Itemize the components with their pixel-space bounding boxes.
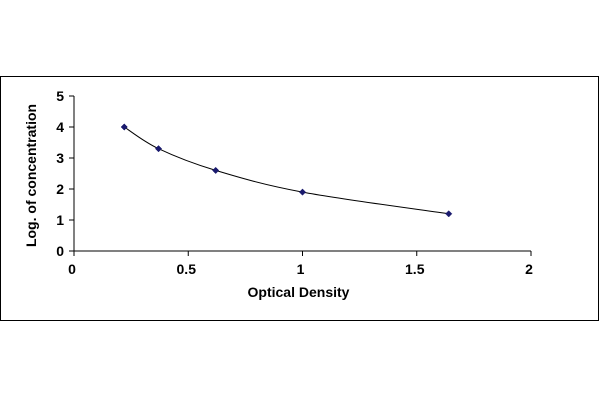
y-tick-label: 0 [56,243,64,259]
data-point [298,188,307,196]
fit-curve [124,126,449,215]
y-tick-label: 5 [56,88,64,104]
data-point [212,166,220,174]
y-tick-label: 4 [56,119,64,135]
y-axis-ticks: 0 1 2 3 4 5 [56,88,74,259]
x-tick-label: 0.5 [177,261,197,277]
y-tick-label: 2 [56,181,64,197]
data-point [445,210,453,218]
x-axis-ticks: 0 0.5 1 1.5 2 [68,251,533,277]
x-tick-label: 0 [68,261,76,277]
x-tick-label: 1.5 [405,261,425,277]
chart-frame [0,76,599,321]
x-tick-label: 1 [297,261,305,277]
data-point [154,145,163,153]
y-tick-label: 3 [56,150,64,166]
y-axis-title: Log. of concentration [23,104,39,247]
data-point [120,123,128,131]
x-tick-label: 2 [525,261,533,277]
x-axis-title: Optical Density [248,284,350,300]
data-points [120,123,453,218]
y-tick-label: 1 [56,212,64,228]
axes [73,96,531,252]
